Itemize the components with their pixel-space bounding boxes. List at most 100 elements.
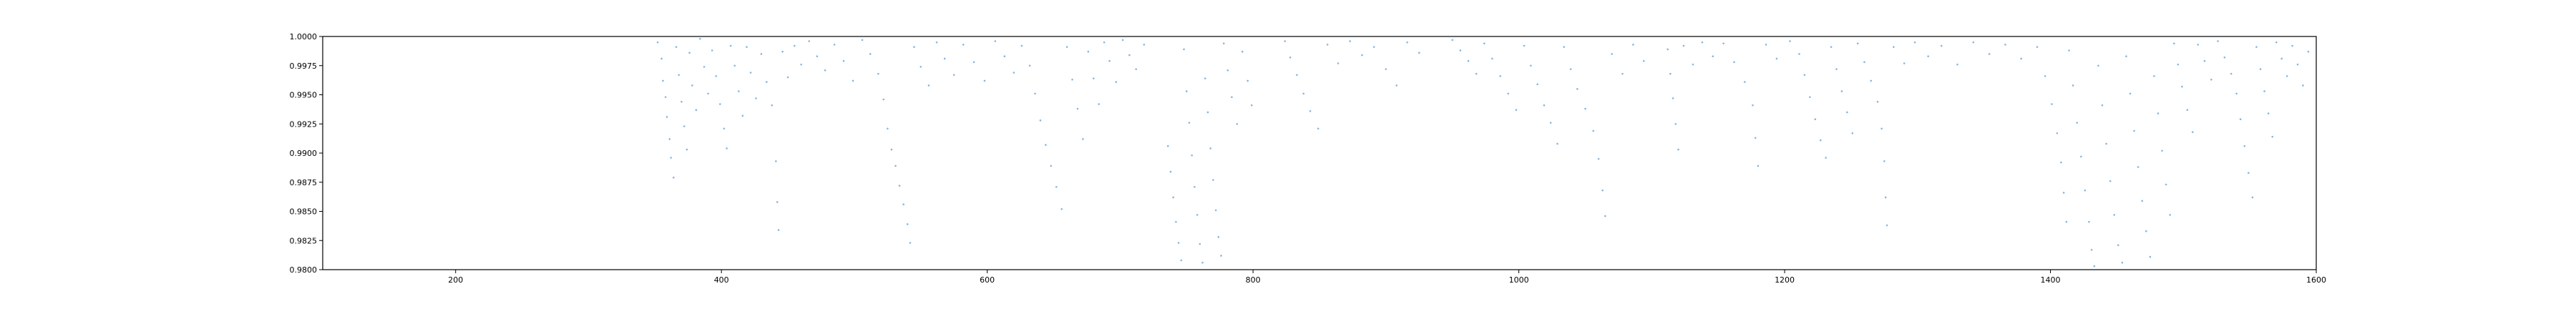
scatter-point <box>1621 72 1624 75</box>
scatter-point <box>1050 165 1053 167</box>
scatter-point <box>887 127 889 130</box>
scatter-point <box>2072 84 2074 87</box>
x-tick-label: 1000 <box>1509 275 1529 285</box>
scatter-point <box>1876 100 1879 103</box>
scatter-point <box>2217 40 2219 42</box>
scatter-point <box>2109 180 2112 182</box>
scatter-point <box>1217 236 1220 238</box>
scatter-point <box>670 157 672 159</box>
scatter-point <box>1499 75 1501 77</box>
scatter-point <box>678 74 680 77</box>
scatter-point <box>1337 62 1340 64</box>
y-tick-label: 0.9925 <box>290 119 318 129</box>
scatter-point <box>2243 144 2246 147</box>
scatter-point <box>1682 44 1685 47</box>
scatter-point <box>668 138 671 140</box>
scatter-point <box>786 76 789 79</box>
scatter-point <box>1204 77 1206 79</box>
scatter-point <box>1103 41 1106 44</box>
scatter-point <box>2275 41 2278 44</box>
scatter-point <box>1013 72 1015 74</box>
scatter-point <box>894 165 897 167</box>
scatter-point <box>2280 57 2283 60</box>
scatter-point <box>2153 75 2155 77</box>
y-tick-label: 0.9800 <box>290 265 318 275</box>
scatter-point <box>1003 55 1006 58</box>
scatter-point <box>715 75 718 77</box>
scatter-point <box>1326 44 1329 46</box>
scatter-point <box>919 66 922 68</box>
scatter-point <box>1092 77 1095 79</box>
x-tick-label: 1200 <box>1775 275 1795 285</box>
scatter-point <box>1226 69 1229 72</box>
scatter-point <box>771 104 774 107</box>
scatter-point <box>1406 41 1408 44</box>
scatter-point <box>1584 107 1586 110</box>
scatter-point <box>842 59 845 62</box>
scatter-point <box>1385 68 1387 70</box>
scatter-point <box>741 114 744 117</box>
scatter-point <box>1128 54 1131 57</box>
scatter-point <box>1183 48 1185 51</box>
scatter-point <box>755 97 757 99</box>
scatter-point <box>890 148 893 151</box>
scatter-point <box>1087 50 1090 53</box>
scatter-point <box>2302 84 2304 87</box>
scatter-point <box>2044 75 2046 77</box>
scatter-point <box>2223 57 2226 59</box>
scatter-point <box>1201 261 1204 264</box>
scatter-point <box>1475 72 1478 75</box>
scatter-point <box>2191 131 2194 133</box>
plot-area-frame <box>322 36 2317 270</box>
scatter-point <box>688 52 691 54</box>
scatter-point <box>2004 44 2006 46</box>
scatter-point <box>1180 259 1183 262</box>
scatter-point <box>1020 44 1023 47</box>
scatter-point <box>733 64 736 67</box>
scatter-point <box>675 46 678 48</box>
scatter-point <box>994 40 997 42</box>
scatter-point <box>691 84 693 87</box>
scatter-point <box>2259 68 2262 70</box>
scatter-point <box>1752 104 1754 107</box>
scatter-point <box>1372 46 1375 48</box>
scatter-point <box>1543 104 1546 107</box>
y-tick-label: 0.9975 <box>290 62 318 71</box>
scatter-point <box>1309 110 1312 112</box>
scatter-point <box>861 39 864 41</box>
scatter-point <box>1451 39 1454 41</box>
scatter-point <box>1789 40 1791 42</box>
scatter-point <box>1206 111 1209 114</box>
scatter-point <box>2113 214 2115 216</box>
scatter-point <box>707 92 709 95</box>
scatter-point <box>746 46 748 48</box>
x-tick-label: 400 <box>714 275 729 285</box>
scatter-point <box>776 201 779 203</box>
scatter-point <box>1722 42 1724 45</box>
scatter-point <box>1395 84 1398 87</box>
scatter-point <box>1798 53 1800 55</box>
scatter-point <box>1231 96 1233 99</box>
scatter-point <box>1536 83 1538 86</box>
scatter-point <box>1166 144 1169 147</box>
scatter-point <box>680 100 683 103</box>
scatter-point <box>1913 41 1916 44</box>
scatter-point <box>1549 122 1552 124</box>
scatter-point <box>1177 242 1180 244</box>
scatter-point <box>781 50 784 53</box>
scatter-point <box>2036 46 2039 48</box>
points-layer <box>656 37 2310 268</box>
y-tick-label: 0.9900 <box>290 149 318 158</box>
y-tick-label: 0.9825 <box>290 236 318 245</box>
scatter-point <box>1757 165 1760 167</box>
y-tick-label: 0.9850 <box>290 207 318 217</box>
scatter-point <box>882 98 885 101</box>
scatter-point <box>2137 166 2140 168</box>
scatter-point <box>1775 57 1778 60</box>
scatter-point <box>1814 118 1817 121</box>
scatter-point <box>695 109 698 111</box>
scatter-point <box>1712 55 1714 58</box>
scatter-point <box>1289 57 1292 59</box>
